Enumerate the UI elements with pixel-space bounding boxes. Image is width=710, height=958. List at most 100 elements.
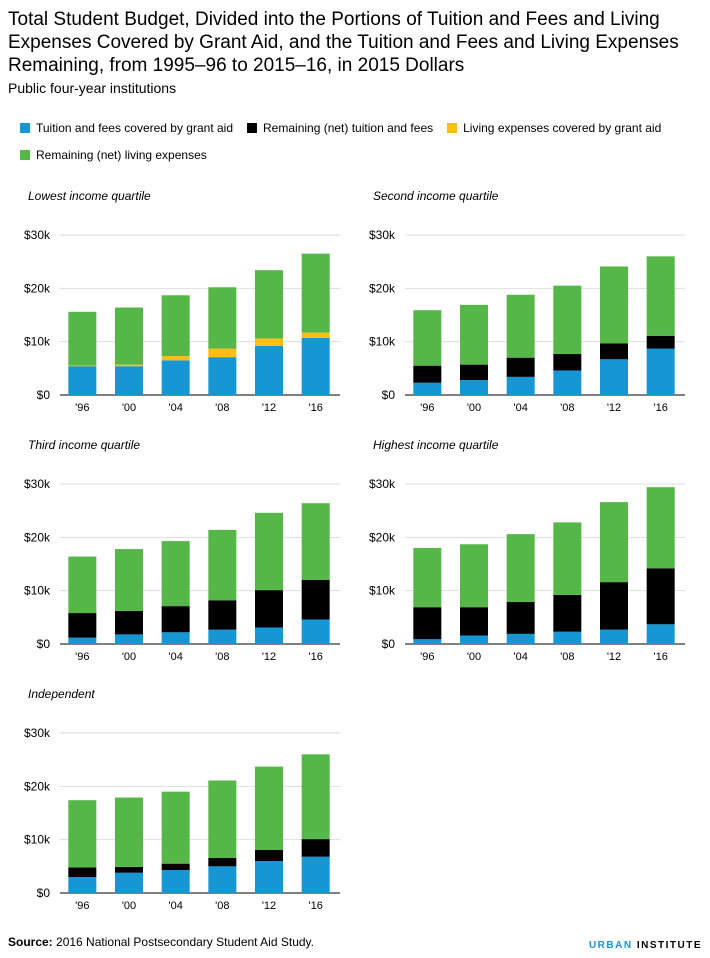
y-tick-label: $20k [24, 530, 51, 544]
x-tick-label: '04 [513, 402, 527, 414]
x-tick-label: '00 [467, 402, 481, 414]
page-subtitle: Public four-year institutions [8, 80, 177, 96]
bar-segment [208, 348, 237, 358]
bar-segment [255, 849, 283, 861]
bar-segment [301, 619, 330, 644]
y-tick-label: $10k [24, 335, 51, 349]
bar-segment [255, 345, 283, 395]
bar-segment [161, 356, 190, 361]
y-tick-label: $10k [24, 584, 51, 598]
bar-segment [161, 863, 190, 871]
bar-segment [208, 780, 237, 858]
bar-segment [208, 357, 237, 395]
legend: Tuition and fees covered by grant aid Re… [20, 121, 700, 162]
panel-title: Third income quartile [28, 438, 140, 452]
bar-segment [161, 791, 190, 864]
bar-segment [646, 335, 675, 349]
bar-segment [68, 311, 97, 366]
x-tick-label: '12 [262, 402, 276, 414]
bar-segment [600, 502, 628, 583]
bar-segment [301, 332, 330, 338]
bar-segment [646, 568, 675, 625]
bar-segment [255, 627, 283, 644]
bar-segment [413, 365, 442, 383]
y-tick-label: $10k [369, 335, 396, 349]
legend-item-net-living: Remaining (net) living expenses [20, 148, 207, 162]
bar-segment [115, 610, 143, 635]
bar-segment [68, 556, 97, 614]
bar-segment [161, 632, 190, 644]
bar-segment [553, 522, 582, 595]
bar-segment [301, 856, 330, 893]
x-tick-label: '16 [653, 651, 667, 663]
bar-segment [413, 310, 442, 366]
y-tick-label: $20k [369, 530, 396, 544]
bar-segment [115, 872, 143, 893]
x-tick-label: '08 [560, 402, 574, 414]
bar-segment [208, 600, 237, 630]
legend-label: Tuition and fees covered by grant aid [36, 121, 234, 135]
bar-segment [208, 529, 237, 601]
bar-segment [255, 270, 283, 339]
page-title: Total Student Budget, Divided into the P… [8, 9, 679, 76]
panel-title: Independent [28, 687, 95, 701]
legend-label: Living expenses covered by grant aid [463, 121, 662, 135]
bar-segment [255, 861, 283, 893]
legend-swatch [447, 123, 458, 133]
bar-segment [460, 635, 488, 644]
bar-segment [115, 866, 143, 873]
x-tick-label: '00 [122, 651, 136, 663]
brand-part2: INSTITUTE [636, 940, 702, 951]
bar-segment [506, 376, 535, 395]
bar-segment [68, 365, 97, 367]
y-tick-label: $10k [369, 584, 396, 598]
bar-segment [161, 606, 190, 633]
bar-segment [460, 364, 488, 381]
bar-segment [600, 582, 628, 630]
bar-segment [506, 294, 535, 358]
bar-segment [255, 766, 283, 850]
source-text: 2016 National Postsecondary Student Aid … [56, 935, 314, 949]
bar-segment [301, 337, 330, 395]
bar-segment [413, 548, 442, 608]
bar-segment [255, 590, 283, 628]
x-tick-label: '16 [308, 900, 322, 912]
bar-segment [208, 287, 237, 349]
bar-segment [646, 487, 675, 569]
y-tick-label: $20k [369, 281, 396, 295]
legend-item-living-grant: Living expenses covered by grant aid [447, 121, 661, 135]
bar-segment [115, 307, 143, 365]
x-tick-label: '04 [168, 900, 182, 912]
x-tick-label: '00 [122, 900, 136, 912]
panel-title: Highest income quartile [373, 438, 499, 452]
bar-segment [506, 633, 535, 644]
x-tick-label: '08 [215, 651, 229, 663]
y-tick-label: $0 [382, 637, 396, 651]
bar-segment [161, 870, 190, 893]
y-tick-label: $0 [37, 388, 51, 402]
bar-segment [161, 295, 190, 357]
bar-segment [301, 754, 330, 840]
bar-segment [255, 338, 283, 346]
source-note: Source: 2016 National Postsecondary Stud… [8, 935, 314, 949]
x-tick-label: '04 [168, 402, 182, 414]
bar-segment [115, 797, 143, 867]
bar-segment [553, 370, 582, 395]
x-tick-label: '08 [215, 900, 229, 912]
x-tick-label: '96 [420, 651, 434, 663]
y-tick-label: $0 [382, 388, 396, 402]
x-tick-label: '12 [607, 651, 621, 663]
bar-segment [600, 359, 628, 395]
x-tick-label: '00 [122, 402, 136, 414]
x-tick-label: '16 [653, 402, 667, 414]
x-tick-label: '16 [308, 402, 322, 414]
bar-segment [460, 544, 488, 608]
x-tick-label: '12 [262, 651, 276, 663]
bar-segment [553, 353, 582, 371]
bar-segment [600, 343, 628, 360]
bar-segment [68, 613, 97, 638]
legend-swatch [20, 123, 30, 133]
bar-segment [460, 380, 488, 395]
y-tick-label: $10k [24, 833, 51, 847]
